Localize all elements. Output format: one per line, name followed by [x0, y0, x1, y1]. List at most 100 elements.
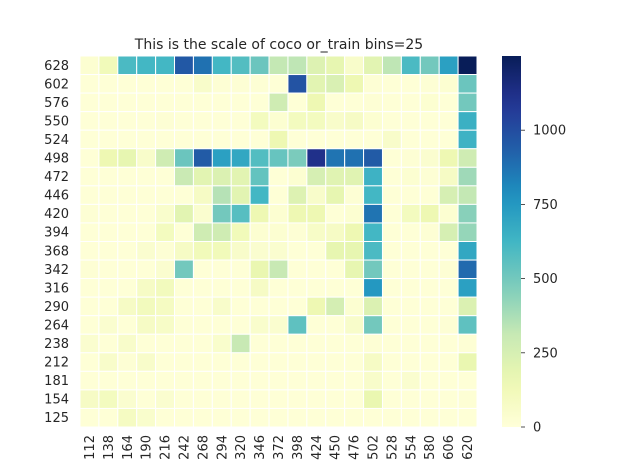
- heatmap-cell: [344, 129, 365, 150]
- heatmap-cell: [155, 203, 176, 224]
- heatmap-cell: [268, 241, 289, 261]
- heatmap-cell: [79, 259, 100, 280]
- heatmap-cell: [230, 389, 251, 409]
- heatmap-cell: [325, 278, 346, 298]
- heatmap-cell: [268, 352, 289, 372]
- heatmap-cell: [192, 166, 213, 187]
- heatmap-cell: [211, 185, 232, 205]
- heatmap-cell: [174, 185, 194, 205]
- x-tick-label: 112: [83, 435, 98, 460]
- x-tick-label: 320: [234, 435, 249, 460]
- heatmap-cell: [381, 74, 402, 94]
- heatmap-cell: [211, 111, 232, 131]
- heatmap-cell: [325, 111, 346, 131]
- heatmap-cell: [79, 296, 100, 317]
- heatmap-cell: [136, 296, 157, 317]
- heatmap-cell: [230, 185, 251, 205]
- x-tick-labels: 112 138 164 190 216 242 268 294 320 346 372 398 424 4…: [83, 435, 476, 460]
- heatmap-cell: [419, 222, 440, 242]
- heatmap-cell: [230, 222, 251, 242]
- heatmap-cell: [400, 370, 421, 391]
- heatmap-cell: [79, 278, 100, 298]
- heatmap-cell: [79, 407, 100, 428]
- x-tick-label: 138: [102, 435, 117, 460]
- heatmap-cell: [363, 370, 383, 391]
- heatmap-cell: [438, 111, 459, 131]
- heatmap-cell: [98, 55, 119, 76]
- heatmap-cell: [287, 92, 308, 113]
- heatmap-cell: [117, 259, 138, 280]
- heatmap-cell: [192, 241, 213, 261]
- heatmap-cell: [344, 259, 365, 280]
- heatmap-cell: [117, 111, 138, 131]
- heatmap-cell: [419, 55, 440, 76]
- heatmap-cell: [155, 129, 176, 150]
- y-tick-label: 264: [44, 318, 69, 333]
- heatmap-cell: [438, 74, 459, 94]
- heatmap-cell: [117, 370, 138, 391]
- heatmap-cell: [400, 315, 421, 335]
- heatmap-cell: [344, 241, 365, 261]
- heatmap-cell: [174, 203, 194, 224]
- heatmap-cell: [306, 333, 327, 354]
- y-tick-label: 628: [44, 59, 69, 74]
- y-tick-label: 154: [44, 393, 69, 408]
- heatmap-cell: [268, 222, 289, 242]
- heatmap-cell: [400, 148, 421, 168]
- heatmap-cell: [117, 315, 138, 335]
- heatmap-cell: [268, 259, 289, 280]
- heatmap-cell: [79, 370, 100, 391]
- heatmap-cell: [268, 92, 289, 113]
- heatmap-cell: [457, 352, 478, 372]
- heatmap-cell: [287, 166, 308, 187]
- heatmap-cell: [249, 92, 270, 113]
- heatmap-cell: [117, 222, 138, 242]
- heatmap-cell: [306, 278, 327, 298]
- colorbar-tick-label: 750: [533, 198, 558, 213]
- heatmap-cell: [192, 74, 213, 94]
- heatmap-cell: [363, 241, 383, 261]
- heatmap-cell: [325, 185, 346, 205]
- heatmap-cell: [344, 111, 365, 131]
- heatmap-cell: [249, 370, 270, 391]
- heatmap-cell: [155, 166, 176, 187]
- heatmap-cell: [306, 222, 327, 242]
- heatmap-cell: [117, 129, 138, 150]
- heatmap-cell: [400, 166, 421, 187]
- heatmap-cell: [381, 259, 402, 280]
- heatmap-cell: [211, 241, 232, 261]
- heatmap-cell: [381, 389, 402, 409]
- heatmap-cell: [249, 389, 270, 409]
- heatmap-cell: [98, 241, 119, 261]
- heatmap-cell: [438, 185, 459, 205]
- heatmap-cell: [155, 185, 176, 205]
- heatmap-cell: [174, 352, 194, 372]
- heatmap-cell: [438, 129, 459, 150]
- heatmap-cell: [287, 129, 308, 150]
- heatmap-cell: [344, 315, 365, 335]
- heatmap-cell: [155, 315, 176, 335]
- heatmap-cell: [268, 129, 289, 150]
- heatmap-cell: [363, 111, 383, 131]
- heatmap-cell: [306, 389, 327, 409]
- heatmap-cell: [344, 333, 365, 354]
- heatmap-cell: [438, 92, 459, 113]
- heatmap-cell: [363, 74, 383, 94]
- heatmap-cell: [136, 370, 157, 391]
- heatmap-cell: [174, 222, 194, 242]
- x-tick-label: 242: [177, 435, 192, 460]
- heatmap-cell: [287, 407, 308, 428]
- heatmap-cell: [268, 166, 289, 187]
- heatmap-cell: [174, 55, 194, 76]
- heatmap-cell: [457, 278, 478, 298]
- heatmap-cell: [211, 92, 232, 113]
- heatmap-cell: [136, 92, 157, 113]
- heatmap-cell: [211, 55, 232, 76]
- heatmap-cell: [136, 407, 157, 428]
- heatmap-cell: [344, 203, 365, 224]
- heatmap-cell: [98, 278, 119, 298]
- heatmap-cell: [419, 129, 440, 150]
- heatmap-cell: [155, 222, 176, 242]
- heatmap-cell: [438, 389, 459, 409]
